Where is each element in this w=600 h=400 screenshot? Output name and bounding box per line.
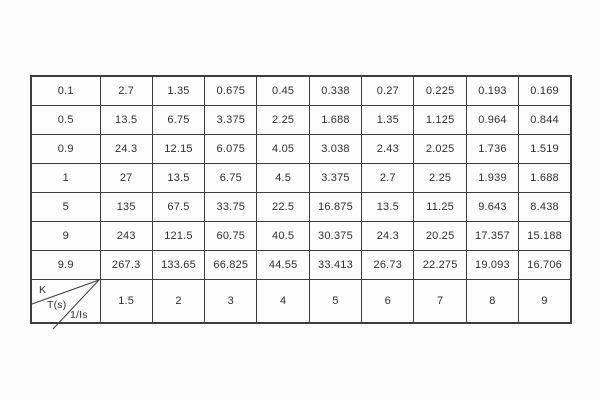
table-row: 0.1 2.7 1.35 0.675 0.45 0.338 0.27 0.225 0.193 0.… — [30, 75, 572, 106]
value-cell: 2.7 — [361, 162, 415, 193]
value-cell: 0.169 — [518, 75, 572, 106]
value-cell: 243 — [99, 220, 153, 251]
value-cell: 9.643 — [465, 191, 520, 222]
value-cell: 11.25 — [413, 191, 467, 222]
t-header-cell: 4 — [256, 278, 310, 324]
value-cell: 2.25 — [413, 162, 467, 193]
value-cell: 12.15 — [151, 133, 206, 164]
table-row: 1 27 13.5 6.75 4.5 3.375 2.7 2.25 1.939 1.688 — [30, 162, 572, 193]
t-header-cell: 1.5 — [99, 278, 153, 324]
value-cell: 16.875 — [308, 191, 363, 222]
t-header-cell: 8 — [465, 278, 520, 324]
t-header-cell: 7 — [413, 278, 467, 324]
k-value-cell: 5 — [30, 191, 101, 222]
value-cell: 33.75 — [204, 191, 258, 222]
table-row: 5 135 67.5 33.75 22.5 16.875 13.5 11.25 9.643 8.4… — [30, 191, 572, 222]
t-header-cell: 9 — [518, 278, 572, 324]
value-cell: 1.519 — [518, 133, 572, 164]
value-cell: 66.825 — [204, 249, 258, 280]
value-cell: 1.688 — [518, 162, 572, 193]
value-cell: 13.5 — [151, 162, 206, 193]
value-cell: 2.025 — [413, 133, 467, 164]
k-value-cell: 0.1 — [30, 75, 101, 106]
diagonal-lines-icon — [31, 279, 100, 329]
table-footer: K T(s) 1/Is 1.5 2 3 4 5 6 7 8 9 — [30, 278, 572, 329]
value-cell: 19.093 — [465, 249, 520, 280]
value-cell: 4.5 — [256, 162, 310, 193]
t-header-cell: 3 — [204, 278, 258, 324]
value-cell: 16.706 — [518, 249, 572, 280]
value-cell: 3.375 — [308, 162, 363, 193]
value-cell: 33.413 — [308, 249, 363, 280]
value-cell: 22.5 — [256, 191, 310, 222]
table-row: 0.5 13.5 6.75 3.375 2.25 1.688 1.35 1.125 0.964 0… — [30, 104, 572, 135]
value-cell: 0.45 — [256, 75, 310, 106]
k-value-cell: 0.9 — [30, 133, 101, 164]
t-header-cell: 6 — [361, 278, 415, 324]
value-cell: 17.357 — [465, 220, 520, 251]
value-cell: 8.438 — [518, 191, 572, 222]
table-row: 9.9 267.3 133.65 66.825 44.55 33.413 26.73 22.2… — [30, 249, 572, 280]
value-cell: 3.375 — [204, 104, 258, 135]
value-cell: 135 — [99, 191, 153, 222]
value-cell: 2.43 — [361, 133, 415, 164]
value-cell: 6.075 — [204, 133, 258, 164]
value-cell: 40.5 — [256, 220, 310, 251]
value-cell: 13.5 — [99, 104, 153, 135]
data-table: 0.1 2.7 1.35 0.675 0.45 0.338 0.27 0.225 0.193 0.… — [30, 75, 572, 329]
value-cell: 1.35 — [361, 104, 415, 135]
value-cell: 27 — [99, 162, 153, 193]
value-cell: 26.73 — [361, 249, 415, 280]
value-cell: 67.5 — [151, 191, 206, 222]
corner-label-ts: T(s) — [47, 298, 67, 311]
value-cell: 1.736 — [465, 133, 520, 164]
table-row: 0.9 24.3 12.15 6.075 4.05 3.038 2.43 2.025 1.736… — [30, 133, 572, 164]
value-cell: 1.35 — [151, 75, 206, 106]
value-cell: 121.5 — [151, 220, 206, 251]
header-row: K T(s) 1/Is 1.5 2 3 4 5 6 7 8 9 — [30, 278, 572, 329]
value-cell: 0.338 — [308, 75, 363, 106]
value-cell: 2.7 — [99, 75, 153, 106]
value-cell: 133.65 — [151, 249, 206, 280]
value-cell: 13.5 — [361, 191, 415, 222]
value-cell: 6.75 — [204, 162, 258, 193]
table-body: 0.1 2.7 1.35 0.675 0.45 0.338 0.27 0.225 0.193 0.… — [30, 75, 572, 280]
k-value-cell: 9.9 — [30, 249, 101, 280]
t-header-cell: 2 — [151, 278, 206, 324]
value-cell: 24.3 — [361, 220, 415, 251]
value-cell: 0.225 — [413, 75, 467, 106]
value-cell: 60.75 — [204, 220, 258, 251]
value-cell: 0.193 — [465, 75, 520, 106]
value-cell: 1.125 — [413, 104, 467, 135]
corner-label-k: K — [39, 283, 47, 296]
value-cell: 1.688 — [308, 104, 363, 135]
k-value-cell: 1 — [30, 162, 101, 193]
value-cell: 3.038 — [308, 133, 363, 164]
value-cell: 24.3 — [99, 133, 153, 164]
value-cell: 1.939 — [465, 162, 520, 193]
corner-label-1is: 1/Is — [70, 308, 88, 321]
value-cell: 0.844 — [518, 104, 572, 135]
value-cell: 0.964 — [465, 104, 520, 135]
value-cell: 0.27 — [361, 75, 415, 106]
value-cell: 20.25 — [413, 220, 467, 251]
value-cell: 0.675 — [204, 75, 258, 106]
corner-cell: K T(s) 1/Is — [30, 278, 101, 329]
k-value-cell: 0.5 — [30, 104, 101, 135]
value-cell: 6.75 — [151, 104, 206, 135]
value-cell: 15.188 — [518, 220, 572, 251]
value-cell: 22.275 — [413, 249, 467, 280]
value-cell: 2.25 — [256, 104, 310, 135]
value-cell: 267.3 — [99, 249, 153, 280]
value-cell: 30.375 — [308, 220, 363, 251]
table-row: 9 243 121.5 60.75 40.5 30.375 24.3 20.25 17.357 1… — [30, 220, 572, 251]
k-value-cell: 9 — [30, 220, 101, 251]
t-header-cell: 5 — [308, 278, 363, 324]
value-cell: 44.55 — [256, 249, 310, 280]
value-cell: 4.05 — [256, 133, 310, 164]
